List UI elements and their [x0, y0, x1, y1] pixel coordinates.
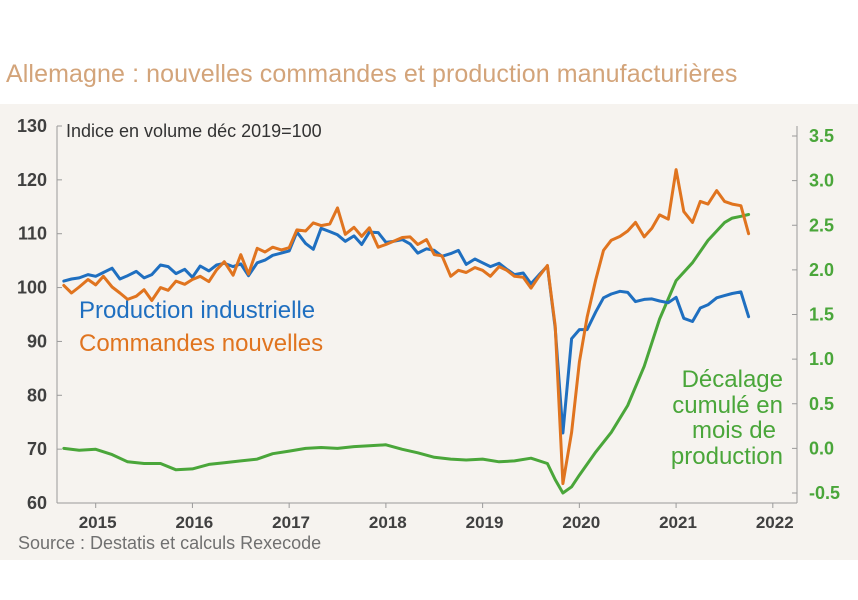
x-tick-label: 2017 — [272, 513, 310, 532]
legend-commandes: Commandes nouvelles — [79, 330, 323, 357]
right-tick-label: 0.0 — [809, 438, 834, 458]
right-tick-label: 1.5 — [809, 305, 834, 325]
series-layer — [62, 168, 751, 495]
right-tick-label: 2.0 — [809, 260, 834, 280]
legend-production: Production industrielle — [79, 297, 315, 324]
left-axis-ticks: 130 120 110 100 90 80 70 60 — [17, 116, 62, 513]
left-tick-label: 80 — [27, 385, 47, 405]
right-tick-label: 2.5 — [809, 215, 834, 235]
x-tick-label: 2016 — [175, 513, 213, 532]
left-tick-label: 130 — [17, 116, 47, 136]
right-axis-ticks: 3.5 3.0 2.5 2.0 1.5 1.0 0.5 0.0 -0.5 — [792, 126, 840, 503]
x-tick-label: 2015 — [79, 513, 117, 532]
chart-subtitle: Indice en volume déc 2019=100 — [66, 121, 322, 141]
left-tick-label: 110 — [18, 224, 47, 244]
commandes-line — [62, 168, 751, 486]
decalage-line — [62, 213, 751, 495]
x-tick-label: 2022 — [756, 513, 794, 532]
production-line — [62, 226, 751, 435]
left-tick-label: 60 — [27, 493, 47, 513]
left-tick-label: 90 — [27, 331, 47, 351]
annotation-line-3: mois de — [692, 417, 776, 444]
annotation-line-2: cumulé en — [672, 392, 783, 419]
left-tick-label: 70 — [27, 439, 47, 459]
source-note: Source : Destatis et calculs Rexecode — [18, 533, 322, 553]
x-tick-label: 2019 — [466, 513, 504, 532]
annotation-line-1: Décalage — [682, 366, 783, 393]
x-axis-ticks: 2015 2016 2017 2018 2019 2020 2021 2022 — [79, 503, 794, 532]
right-tick-label: 0.5 — [809, 394, 834, 414]
x-tick-label: 2018 — [369, 513, 407, 532]
x-tick-label: 2021 — [659, 513, 697, 532]
x-tick-label: 2020 — [562, 513, 600, 532]
left-tick-label: 100 — [17, 278, 47, 298]
annotation-line-4: production — [671, 443, 783, 470]
page-title: Allemagne : nouvelles commandes et produ… — [6, 60, 738, 88]
left-tick-label: 120 — [17, 170, 47, 190]
plot-area — [0, 104, 858, 560]
right-tick-label: 3.5 — [809, 126, 834, 146]
right-tick-label: 1.0 — [809, 349, 834, 369]
right-tick-label: -0.5 — [809, 483, 840, 503]
right-tick-label: 3.0 — [809, 171, 834, 191]
